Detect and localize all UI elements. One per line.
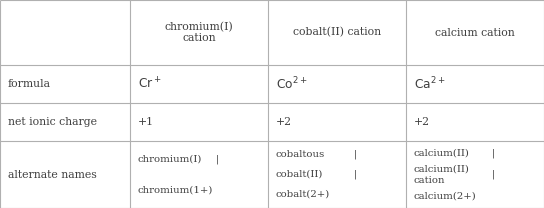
Text: calcium(II)
cation: calcium(II) cation [414,165,470,184]
Text: cobalt(II) cation: cobalt(II) cation [293,27,381,38]
Text: +2: +2 [414,117,430,127]
Text: cobaltous: cobaltous [276,150,325,159]
Text: +1: +1 [138,117,154,127]
Text: |: | [215,154,219,164]
Text: calcium(2+): calcium(2+) [414,192,477,201]
Text: chromium(1+): chromium(1+) [138,186,213,194]
Text: chromium(I)
cation: chromium(I) cation [165,22,233,43]
Text: |: | [492,170,495,179]
Text: +2: +2 [276,117,292,127]
Text: $\mathsf{Co^{2+}}$: $\mathsf{Co^{2+}}$ [276,76,307,92]
Text: $\mathsf{Ca^{2+}}$: $\mathsf{Ca^{2+}}$ [414,76,446,92]
Text: alternate names: alternate names [8,170,97,180]
Text: chromium(I): chromium(I) [138,155,202,163]
Text: $\mathsf{Cr^+}$: $\mathsf{Cr^+}$ [138,76,162,92]
Text: calcium(II): calcium(II) [414,149,470,157]
Text: |: | [354,170,357,179]
Text: cobalt(2+): cobalt(2+) [276,190,330,199]
Text: formula: formula [8,79,51,89]
Text: |: | [492,148,495,158]
Text: calcium cation: calcium cation [435,27,515,37]
Text: |: | [354,150,357,159]
Text: net ionic charge: net ionic charge [8,117,97,127]
Text: cobalt(II): cobalt(II) [276,170,323,179]
